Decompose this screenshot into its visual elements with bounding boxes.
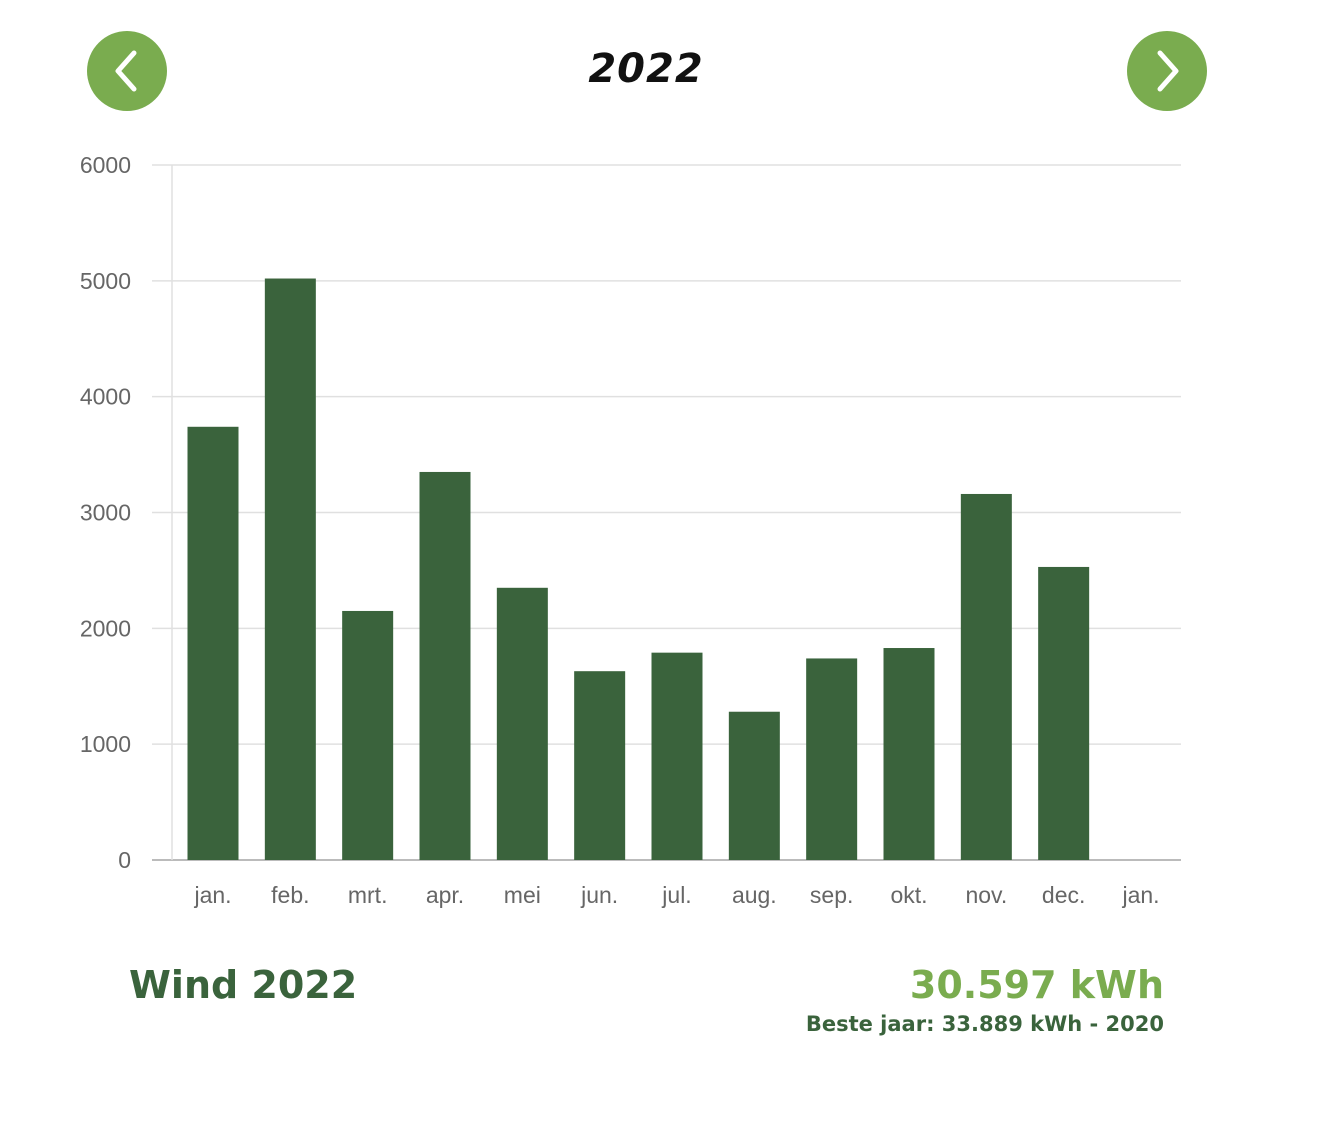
bar xyxy=(883,648,935,860)
y-tick-label: 4000 xyxy=(80,384,131,410)
x-tick-label: jan. xyxy=(1121,882,1159,908)
y-tick-label: 0 xyxy=(118,847,131,873)
x-tick-label: mei xyxy=(504,882,541,908)
monthly-production-chart: 0 1000 2000 3000 4000 5000 6000 jan. feb. mrt. apr… xyxy=(80,152,1181,908)
bar xyxy=(419,471,471,860)
x-tick-label: jan. xyxy=(193,882,231,908)
x-tick-label: feb. xyxy=(271,882,309,908)
x-tick-label: jun. xyxy=(580,882,618,908)
next-year-button[interactable] xyxy=(1127,31,1207,111)
summary-title: Wind 2022 xyxy=(129,963,358,1007)
x-tick-label: mrt. xyxy=(348,882,388,908)
x-tick-label: jul. xyxy=(661,882,691,908)
bar xyxy=(264,278,316,860)
summary-best-year: Beste jaar: 33.889 kWh - 2020 xyxy=(805,1012,1164,1036)
x-tick-label: apr. xyxy=(426,882,464,908)
y-tick-label: 3000 xyxy=(80,500,131,526)
previous-year-button[interactable] xyxy=(87,31,167,111)
chevron-right-icon xyxy=(1157,50,1179,92)
bar xyxy=(806,658,858,860)
bar xyxy=(651,652,703,860)
bar xyxy=(1038,566,1090,860)
y-tick-label: 2000 xyxy=(80,615,131,641)
bar xyxy=(496,587,548,860)
bar xyxy=(574,671,626,860)
bar xyxy=(187,426,239,860)
y-tick-label: 1000 xyxy=(80,731,131,757)
summary-total: 30.597 kWh xyxy=(909,963,1164,1007)
x-tick-label: dec. xyxy=(1042,882,1085,908)
x-tick-label: aug. xyxy=(732,882,777,908)
bar xyxy=(342,610,394,860)
bar xyxy=(960,493,1012,860)
chevron-left-icon xyxy=(115,50,137,92)
year-title: 2022 xyxy=(588,46,704,92)
y-tick-label: 6000 xyxy=(80,152,131,178)
x-tick-label: sep. xyxy=(810,882,853,908)
bar xyxy=(728,711,780,860)
x-tick-label: okt. xyxy=(890,882,927,908)
y-tick-label: 5000 xyxy=(80,268,131,294)
x-tick-label: nov. xyxy=(965,882,1007,908)
